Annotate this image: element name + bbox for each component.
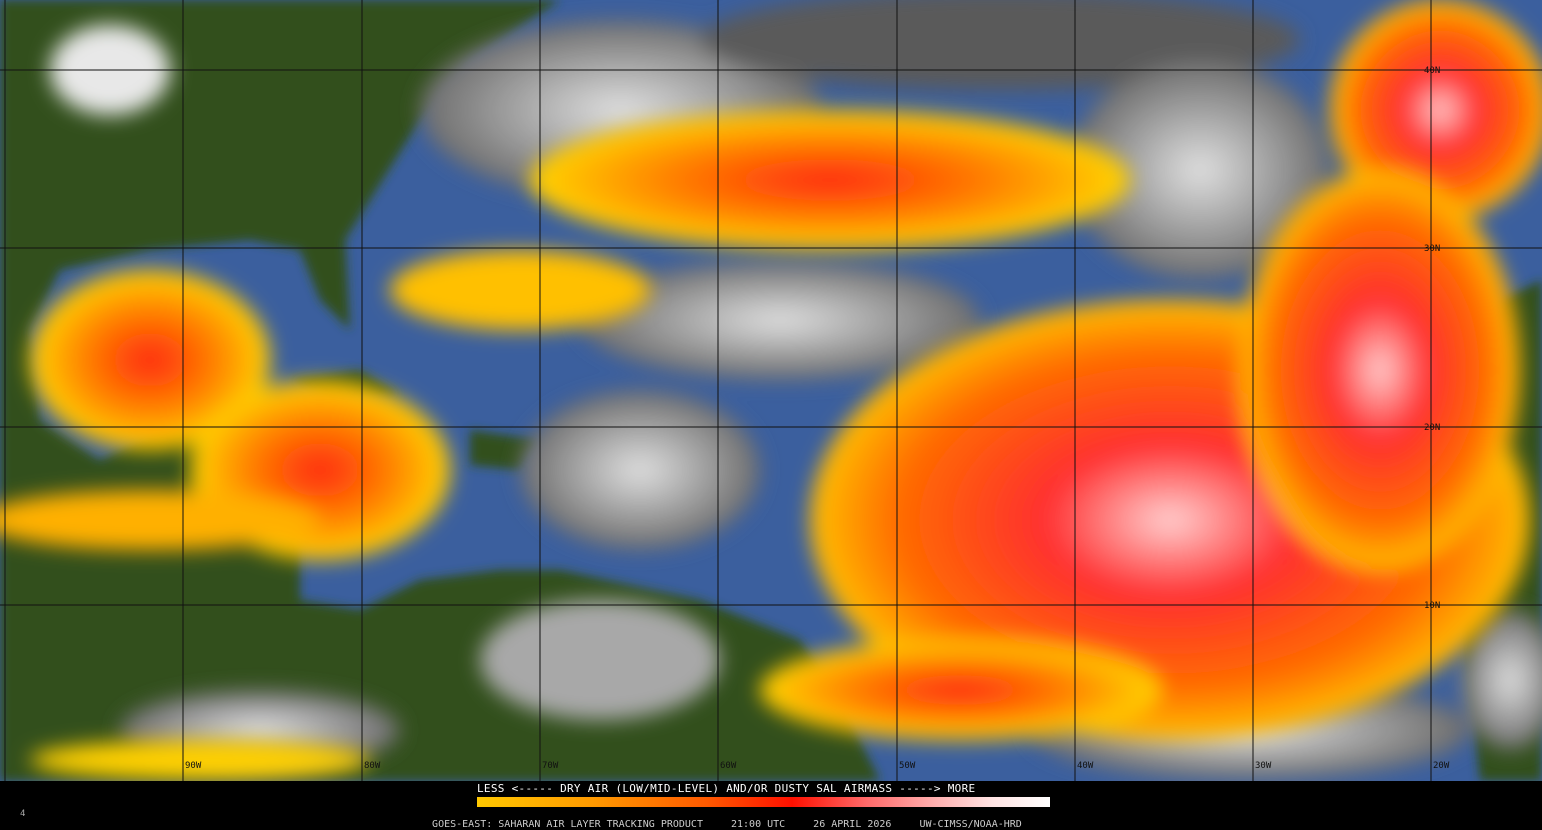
time-stamp: 21:00 UTC	[730, 819, 786, 830]
lat-label: 20N	[1424, 423, 1440, 433]
latitude-labels: 40N 30N 20N 10N	[1424, 66, 1440, 611]
footer: GOES-EAST: SAHARAN AIR LAYER TRACKING PR…	[420, 808, 1050, 830]
date-stamp: 26 APRIL 2026	[813, 819, 892, 830]
lon-label: 30W	[1255, 761, 1272, 771]
color-scale	[477, 797, 1050, 807]
lon-label: 60W	[720, 761, 737, 771]
graticule	[0, 0, 1542, 781]
lon-label: 20W	[1433, 761, 1450, 771]
product-name: GOES-EAST: SAHARAN AIR LAYER TRACKING PR…	[432, 819, 703, 830]
frame-number: 4	[20, 809, 26, 819]
lon-label: 80W	[364, 761, 381, 771]
lat-label: 30N	[1424, 244, 1440, 254]
longitude-labels: 90W 80W 70W 60W 50W 40W 30W 20W	[185, 761, 1450, 771]
lat-label: 10N	[1424, 601, 1440, 611]
credit: UW-CIMSS/NOAA-HRD	[919, 819, 1022, 830]
lon-label: 50W	[899, 761, 916, 771]
sal-airmass	[0, 0, 1542, 780]
lon-label: 40W	[1077, 761, 1094, 771]
lat-label: 40N	[1424, 66, 1440, 76]
lon-label: 70W	[542, 761, 559, 771]
lon-label: 90W	[185, 761, 202, 771]
legend-title: LESS <----- DRY AIR (LOW/MID-LEVEL) AND/…	[477, 782, 976, 795]
satellite-map: 90W 80W 70W 60W 50W 40W 30W 20W 40N 30N …	[0, 0, 1542, 781]
